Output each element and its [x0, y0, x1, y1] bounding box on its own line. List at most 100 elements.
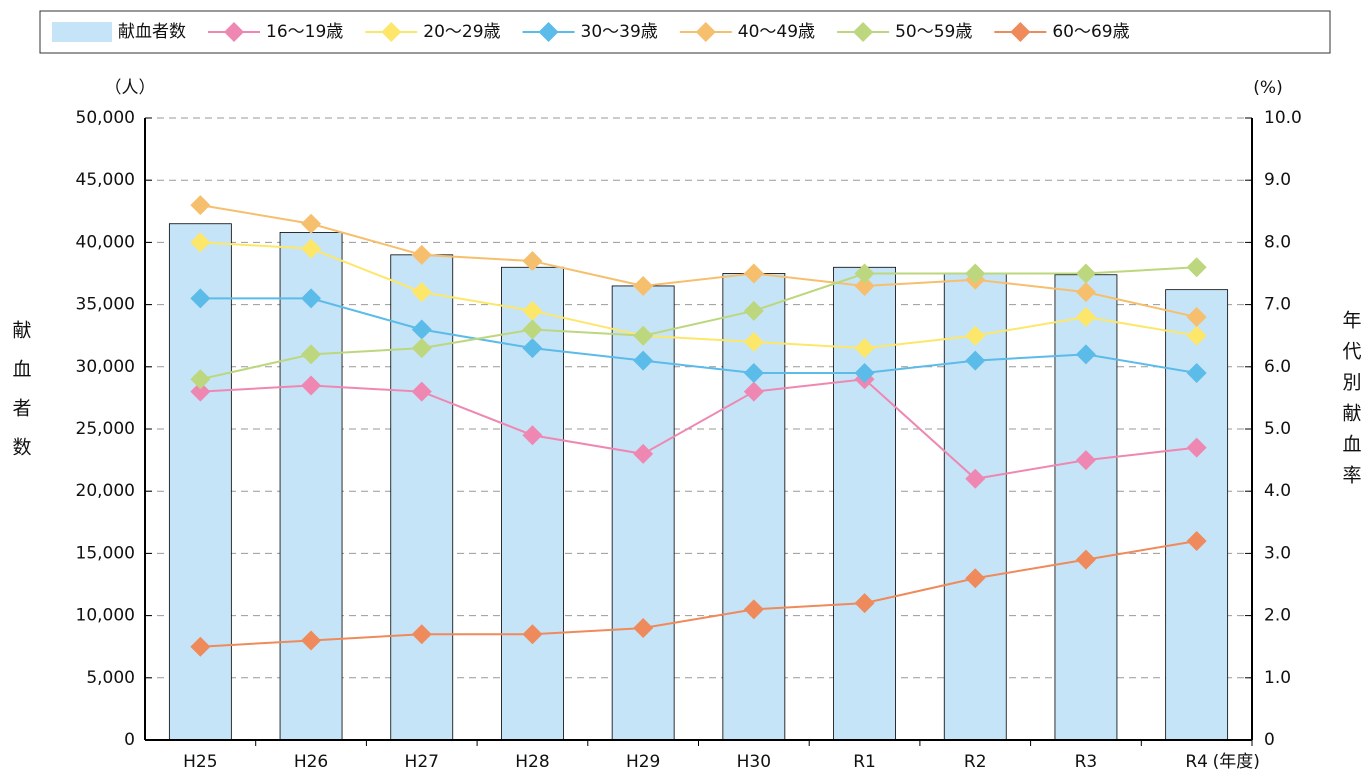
marker [522, 425, 543, 446]
x-tick-label: H30 [737, 752, 771, 772]
marker [190, 288, 211, 309]
marker [633, 325, 654, 346]
marker [1186, 307, 1207, 328]
marker [1075, 263, 1096, 284]
marker [411, 338, 432, 359]
marker [1075, 344, 1096, 365]
marker [965, 263, 986, 284]
y-tick-label: 10,000 [76, 606, 135, 626]
marker [301, 238, 322, 259]
legend-label: 60〜69歳 [1052, 22, 1129, 42]
marker [411, 319, 432, 340]
marker [1186, 325, 1207, 346]
marker [1075, 282, 1096, 303]
y-tick-label: 30,000 [76, 357, 135, 377]
marker [743, 363, 764, 384]
marker [190, 195, 211, 216]
y2-tick-label: 10.0 [1264, 108, 1302, 128]
marker [1075, 549, 1096, 570]
marker [522, 338, 543, 359]
marker [965, 468, 986, 489]
marker [522, 251, 543, 272]
marker [743, 331, 764, 352]
marker [190, 369, 211, 390]
x-annotation: (年度) [1213, 752, 1260, 772]
bar [1165, 289, 1229, 741]
marker [743, 599, 764, 620]
marker [301, 288, 322, 309]
y2-tick-label: 7.0 [1264, 295, 1291, 315]
y-tick-label: 0 [124, 730, 135, 750]
marker [522, 300, 543, 321]
x-tick-label: R2 [964, 752, 987, 772]
y2-tick-label: 4.0 [1264, 481, 1291, 501]
marker [965, 568, 986, 589]
marker [522, 319, 543, 340]
legend-marker [695, 22, 716, 42]
marker [1186, 257, 1207, 278]
marker [1075, 450, 1096, 471]
y-axis-label: 献血者数 [10, 320, 32, 476]
y2-tick-label: 5.0 [1264, 419, 1291, 439]
line [200, 266, 1197, 381]
marker [1186, 437, 1207, 458]
marker [1186, 363, 1207, 384]
y2-tick-label: 3.0 [1264, 543, 1291, 563]
marker [743, 381, 764, 402]
marker [301, 630, 322, 651]
y2-tick-label: 6.0 [1264, 357, 1291, 377]
marker [965, 350, 986, 371]
marker [411, 282, 432, 303]
y2-unit: (%) [1253, 78, 1282, 98]
marker [1186, 530, 1207, 551]
x-tick-label: H26 [294, 752, 328, 772]
legend-marker [853, 22, 874, 42]
marker [743, 263, 764, 284]
x-tick-label: H27 [405, 752, 439, 772]
line [200, 204, 1197, 319]
line [200, 241, 1197, 350]
y2-tick-label: 8.0 [1264, 232, 1291, 252]
legend-swatch [52, 22, 112, 42]
y-tick-label: 35,000 [76, 295, 135, 315]
y2-tick-label: 2.0 [1264, 606, 1291, 626]
marker [854, 363, 875, 384]
legend-marker [538, 22, 559, 42]
legend-label: 40〜49歳 [738, 22, 815, 42]
legend-marker [1010, 22, 1031, 42]
marker [190, 381, 211, 402]
line [200, 378, 1197, 480]
marker [854, 593, 875, 614]
marker [190, 636, 211, 657]
marker [1075, 307, 1096, 328]
legend-label: 30〜39歳 [581, 22, 658, 42]
legend-marker [224, 22, 244, 42]
legend-label: 献血者数 [118, 22, 186, 42]
marker [411, 381, 432, 402]
marker [411, 624, 432, 645]
marker [854, 338, 875, 359]
y2-tick-label: 1.0 [1264, 668, 1291, 688]
x-tick-label: R1 [853, 752, 876, 772]
x-tick-label: H29 [626, 752, 660, 772]
marker [633, 275, 654, 296]
y-tick-label: 50,000 [76, 108, 135, 128]
x-tick-label: R4 [1185, 752, 1208, 772]
legend-label: 20〜29歳 [423, 22, 500, 42]
legend-marker [381, 22, 402, 42]
y-tick-label: 5,000 [86, 668, 135, 688]
marker [743, 300, 764, 321]
x-tick-label: H28 [515, 752, 549, 772]
x-tick-label: H25 [183, 752, 217, 772]
y-tick-label: 15,000 [76, 543, 135, 563]
legend-box [39, 10, 1331, 54]
marker [633, 618, 654, 639]
marker [522, 624, 543, 645]
marker [411, 244, 432, 265]
y-tick-label: 20,000 [76, 481, 135, 501]
marker [633, 350, 654, 371]
line [200, 297, 1197, 375]
y-tick-label: 45,000 [76, 170, 135, 190]
marker [854, 263, 875, 284]
